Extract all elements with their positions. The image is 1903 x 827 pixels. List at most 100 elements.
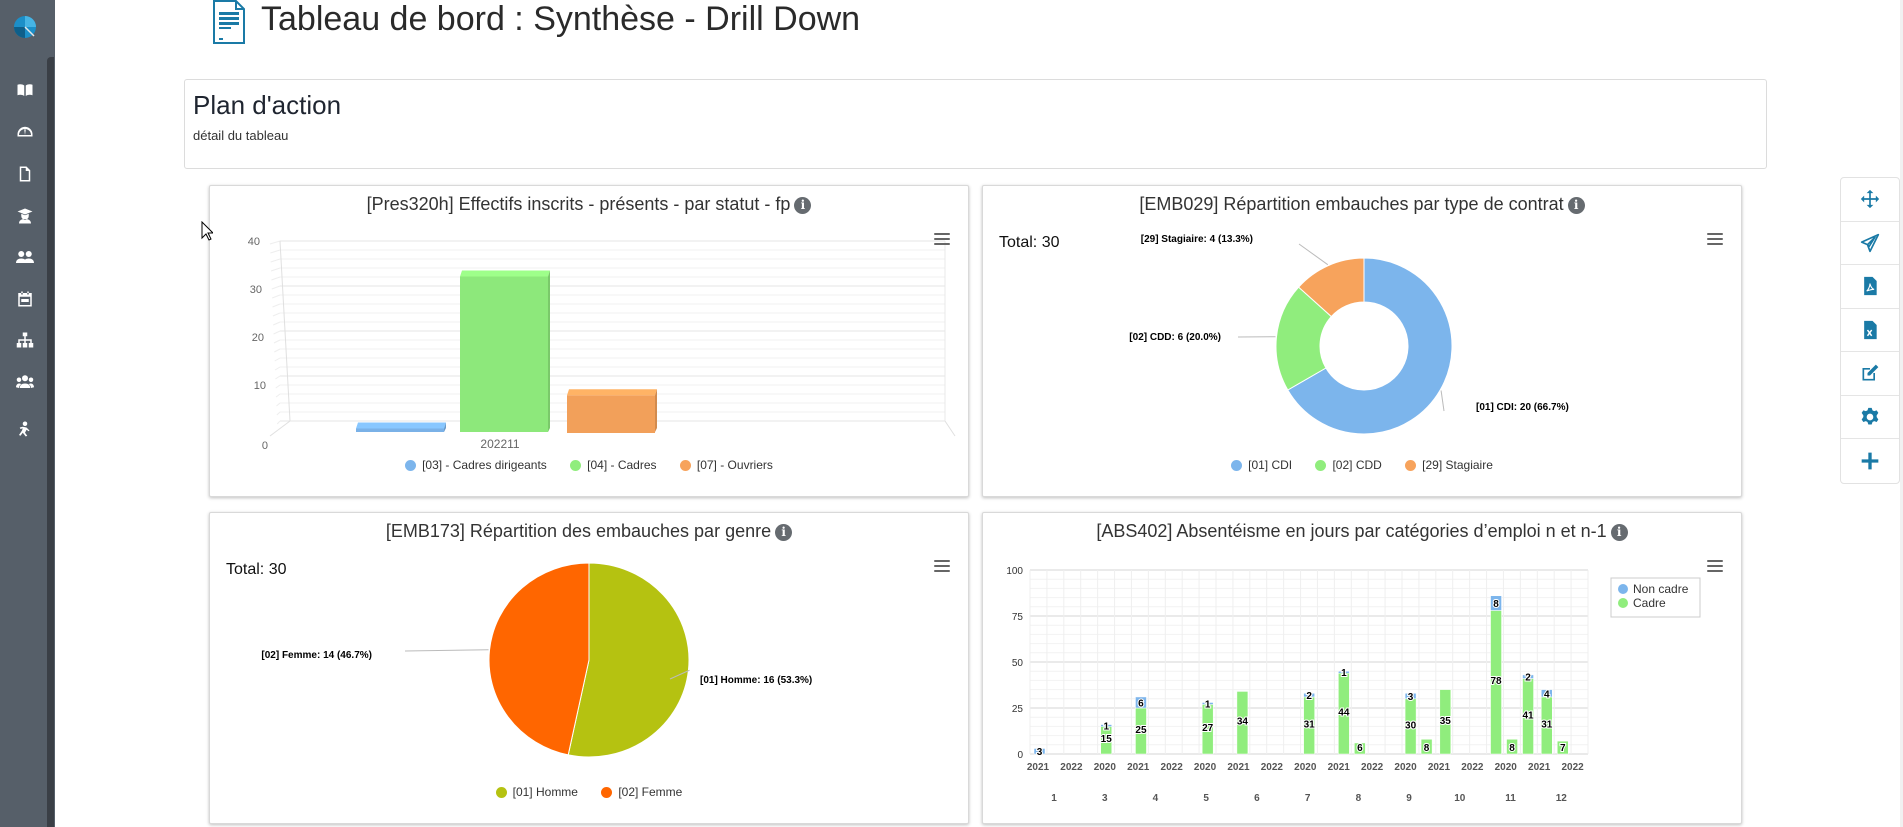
x-year-tick-label: 2022 <box>1060 762 1083 773</box>
plus-icon <box>1861 452 1879 470</box>
x-year-tick-label: 2022 <box>1461 762 1484 773</box>
sidebar-item-organization[interactable] <box>14 329 36 351</box>
bar-non-cadre <box>1201 702 1214 705</box>
chart-menu-icon[interactable] <box>934 233 950 245</box>
bar-top <box>567 389 657 396</box>
legend-dot <box>1315 459 1327 471</box>
sidebar-item-teams[interactable] <box>14 371 36 393</box>
sidebar-item-users[interactable] <box>14 246 36 268</box>
chart-title-text: [EMB029] Répartition embauches par type … <box>1139 194 1564 214</box>
sidebar-item-dashboard[interactable] <box>14 121 36 143</box>
legend-dot <box>679 459 691 471</box>
sidebar-scrollbar[interactable] <box>47 57 54 827</box>
data-label: 8 <box>1493 599 1499 610</box>
excel-icon <box>1864 320 1877 339</box>
bar-top <box>460 270 550 277</box>
chart-menu-icon[interactable] <box>1707 560 1723 572</box>
plan-title: Plan d'action <box>193 90 342 120</box>
info-icon[interactable]: i <box>775 524 793 541</box>
info-icon[interactable]: i <box>794 197 812 214</box>
x-year-tick-label: 2021 <box>1027 762 1050 773</box>
y-tick-label: 50 <box>1012 658 1024 669</box>
bar-non-cadre <box>1522 674 1534 679</box>
info-icon[interactable]: i <box>1567 197 1585 214</box>
x-month-label: 11 <box>1505 793 1516 804</box>
chart-menu-icon[interactable] <box>934 560 950 572</box>
data-label: [29] Stagiaire: 4 (13.3%) <box>1141 234 1253 245</box>
pdf-icon <box>1864 277 1877 296</box>
x-year-tick-label: 2022 <box>1261 762 1284 773</box>
total-label: Total: 30 <box>226 561 287 578</box>
y-tick-label: 10 <box>254 380 266 392</box>
y-tick-label: 0 <box>262 440 268 452</box>
data-label: 1 <box>1103 721 1109 732</box>
x-year-tick-label: 2021 <box>1428 762 1451 773</box>
grid-line <box>274 366 281 371</box>
file-icon <box>19 166 31 182</box>
grid-line <box>272 303 281 308</box>
x-year-tick-label: 2021 <box>1528 762 1551 773</box>
chart-menu-icon[interactable] <box>1707 233 1723 245</box>
legend-label: [02] Femme <box>618 785 683 799</box>
bar-non-cadre <box>1135 696 1147 709</box>
x-year-tick-label: 2020 <box>1194 762 1217 773</box>
legend-label: [07] - Ouvriers <box>696 458 773 472</box>
data-label: 3 <box>1408 692 1414 703</box>
sidebar-item-activity[interactable] <box>14 418 36 440</box>
data-label: 78 <box>1490 676 1502 687</box>
pie-logo-icon[interactable] <box>13 15 37 39</box>
legend-item-cdd[interactable]: [02] CDD <box>1315 458 1382 472</box>
bar-non-cadre <box>1338 670 1350 674</box>
bar-non-cadre <box>1490 595 1502 611</box>
edit-icon <box>1862 364 1879 381</box>
floor-edge <box>269 420 291 437</box>
legend-item-stagiaire[interactable]: [29] Stagiaire <box>1405 458 1493 472</box>
legend-dot <box>1405 459 1417 471</box>
legend-item-cadres-dirigeants[interactable]: [03] - Cadres dirigeants <box>405 458 547 472</box>
pdf-export-button[interactable] <box>1841 265 1899 309</box>
legend-label: [04] - Cadres <box>587 458 657 472</box>
right-toolbar <box>1840 177 1900 484</box>
pie-slice <box>567 562 690 758</box>
legend-item-cadres[interactable]: [04] - Cadres <box>570 458 657 472</box>
chart-legend: [01] CDI [02] CDD [29] Stagiaire <box>983 458 1741 474</box>
data-label: 41 <box>1522 710 1534 721</box>
legend-item-cdi[interactable]: [01] CDI <box>1231 458 1292 472</box>
add-button[interactable] <box>1841 439 1899 483</box>
x-year-tick-label: 2022 <box>1161 762 1184 773</box>
sidebar-item-calendar[interactable] <box>14 288 36 310</box>
gear-icon <box>1861 407 1879 425</box>
page-scrollbar[interactable] <box>1900 0 1903 827</box>
data-label-connector <box>669 669 690 680</box>
legend-label: [01] CDI <box>1248 458 1293 472</box>
legend-item-femme[interactable]: [02] Femme <box>601 785 682 799</box>
legend-item-homme[interactable]: [01] Homme <box>495 785 578 799</box>
x-year-tick-label: 2020 <box>1094 762 1117 773</box>
chart-title: [Pres320h] Effectifs inscrits - présents… <box>210 194 968 215</box>
sidebar-item-training[interactable] <box>14 205 36 227</box>
users-icon <box>16 251 34 263</box>
edit-button[interactable] <box>1841 352 1899 396</box>
send-icon <box>1860 233 1880 252</box>
move-button[interactable] <box>1841 178 1899 222</box>
bar-top <box>356 422 446 429</box>
y-tick-label: 25 <box>1012 704 1024 715</box>
y-tick-label: 100 <box>1006 566 1023 577</box>
info-icon[interactable]: i <box>1610 524 1628 541</box>
send-button[interactable] <box>1841 222 1899 265</box>
grid-line <box>271 276 281 281</box>
chart-card-contrat: [01] CDI: 20 (66.7%) [02] CDD: 6 (20.0%) [… <box>982 185 1742 497</box>
x-year-tick-label: 2020 <box>1394 762 1417 773</box>
legend-dot <box>405 459 417 471</box>
sidebar-item-book[interactable] <box>14 79 36 101</box>
chart-title-text: [ABS402] Absentéisme en jours par catégo… <box>1096 521 1607 541</box>
legend-dot <box>1231 459 1243 471</box>
excel-export-button[interactable] <box>1841 309 1899 352</box>
sidebar-item-file[interactable] <box>14 163 36 185</box>
running-person-icon <box>19 421 30 437</box>
legend-item-ouvriers[interactable]: [07] - Ouvriers <box>679 458 773 472</box>
data-label: 2 <box>1525 673 1531 684</box>
settings-button[interactable] <box>1841 396 1899 439</box>
chart-card-genre: [01] Homme: 16 (53.3%) [02] Femme: 14 (46… <box>209 512 969 824</box>
